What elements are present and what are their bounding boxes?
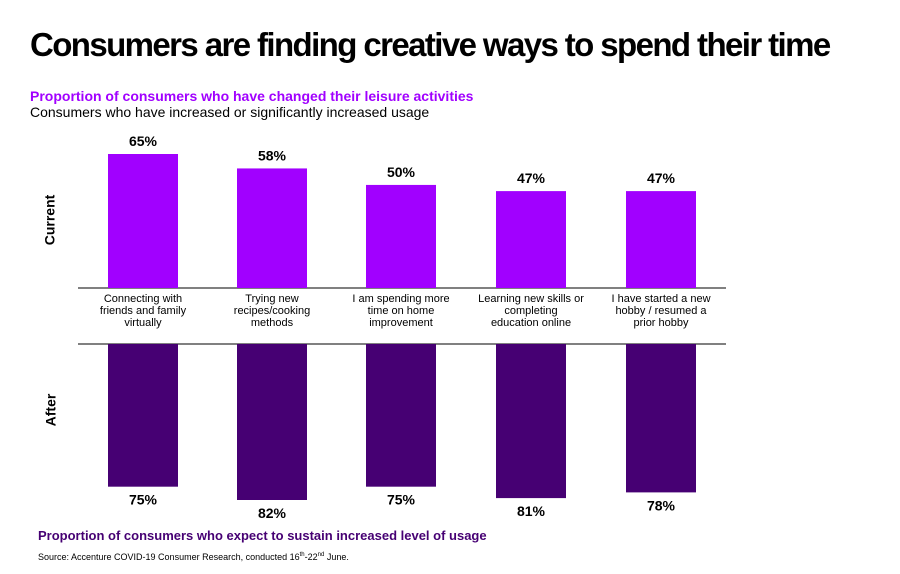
category-label: Learning new skills or completing educatio… — [478, 293, 584, 329]
bar-current — [626, 191, 696, 288]
source-superscript-1: th — [299, 552, 305, 558]
source-text-start: Source: Accenture COVID-19 Consumer Rese… — [38, 552, 300, 562]
data-label-after: 75% — [129, 492, 158, 508]
category-label: I have started a new hobby / resumed a pri… — [611, 293, 710, 329]
category-label-line: prior hobby — [633, 317, 689, 329]
category-label: Trying new recipes/cooking methods — [234, 293, 310, 329]
bar-current — [496, 191, 566, 288]
data-label-after: 81% — [517, 503, 546, 519]
data-label-current: 65% — [129, 133, 158, 149]
bar-after — [366, 344, 436, 487]
source-superscript-2: nd — [317, 552, 325, 558]
data-label-current: 47% — [647, 170, 676, 186]
bar-current — [366, 184, 436, 288]
data-label-after: 75% — [387, 492, 416, 508]
category-label-line: Trying new — [245, 293, 298, 305]
data-label-current: 58% — [258, 147, 287, 163]
source-text-mid: -22 — [304, 552, 318, 562]
category-label-line: Connecting with — [104, 293, 182, 305]
page-title: Consumers are finding creative ways to s… — [30, 26, 831, 63]
bar-current — [237, 168, 307, 288]
category-label-line: time on home — [368, 305, 435, 317]
source-note: Source: Accenture COVID-19 Consumer Rese… — [38, 552, 349, 562]
category-label-line: recipes/cooking — [234, 305, 310, 317]
data-label-current: 47% — [517, 170, 546, 186]
category-label-line: improvement — [369, 317, 433, 329]
chart-subtitle: Proportion of consumers who have changed… — [30, 88, 474, 104]
chart-subtitle-secondary: Consumers who have increased or signific… — [30, 104, 430, 120]
category-label-line: friends and family — [100, 305, 187, 317]
category-label-line: I have started a new — [611, 293, 710, 305]
category-label-line: hobby / resumed a — [615, 305, 707, 317]
category-label-line: I am spending more — [352, 293, 449, 305]
category-label-line: education online — [491, 317, 571, 329]
category-label-line: Learning new skills or — [478, 293, 584, 305]
data-label-after: 82% — [258, 505, 287, 521]
data-label-current: 50% — [387, 164, 416, 180]
bar-after — [237, 344, 307, 500]
footer-label: Proportion of consumers who expect to su… — [38, 528, 487, 543]
category-label-line: completing — [504, 305, 557, 317]
category-label: Connecting with friends and family virtual… — [100, 293, 187, 329]
bar-current — [108, 154, 178, 288]
category-label-line: virtually — [124, 317, 162, 329]
data-label-after: 78% — [647, 497, 676, 513]
bar-after — [108, 344, 178, 487]
category-label: I am spending more time on home improvemen… — [352, 293, 449, 329]
bar-after — [626, 344, 696, 493]
category-label-line: methods — [251, 317, 294, 329]
source-text-end: June. — [324, 552, 349, 562]
bar-after — [496, 344, 566, 499]
